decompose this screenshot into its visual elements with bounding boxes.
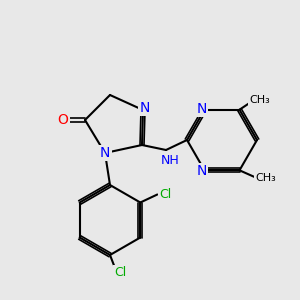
Text: N: N xyxy=(140,101,150,115)
Text: O: O xyxy=(58,113,68,127)
Text: N: N xyxy=(196,102,207,116)
Text: NH: NH xyxy=(160,154,179,166)
Text: Cl: Cl xyxy=(114,266,126,280)
Text: CH₃: CH₃ xyxy=(249,95,270,105)
Text: N: N xyxy=(100,146,110,160)
Text: Cl: Cl xyxy=(159,188,171,201)
Text: N: N xyxy=(196,164,207,178)
Text: CH₃: CH₃ xyxy=(255,173,276,183)
